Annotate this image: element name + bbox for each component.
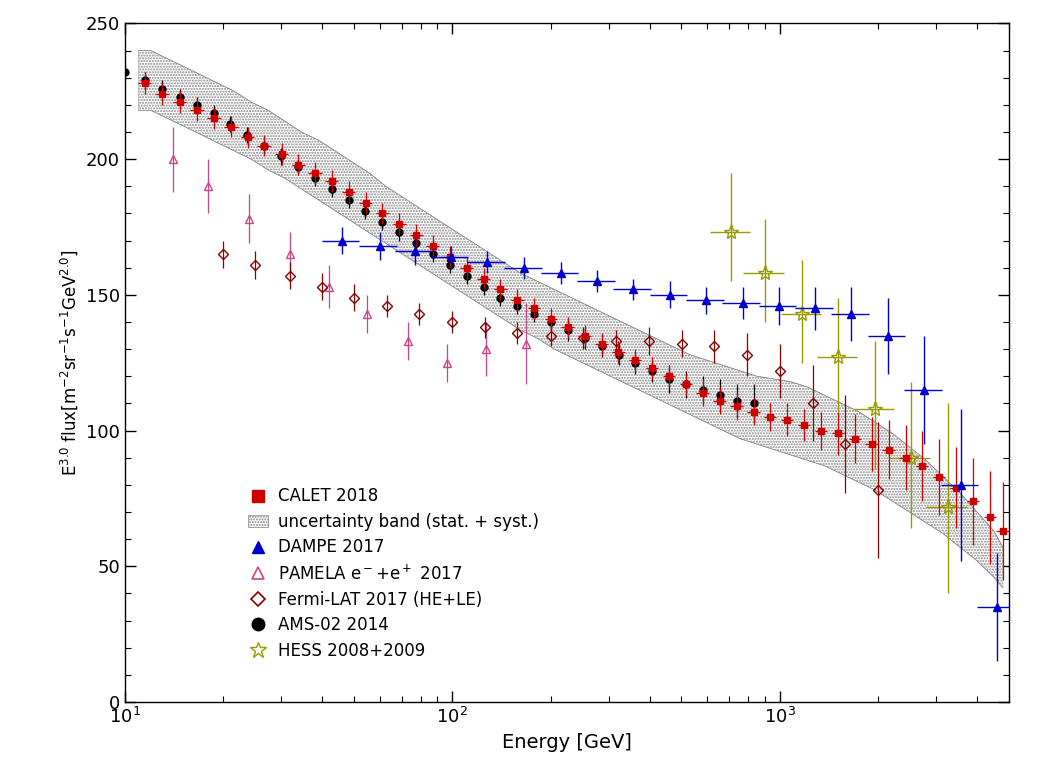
Y-axis label: E$^{3.0}$ flux[m$^{-2}$sr$^{-1}$s$^{-1}$GeV$^{2.0}$]: E$^{3.0}$ flux[m$^{-2}$sr$^{-1}$s$^{-1}$… bbox=[58, 250, 80, 476]
Legend: CALET 2018, uncertainty band (stat. + syst.), DAMPE 2017, PAMELA e$^-$+e$^+$ 201: CALET 2018, uncertainty band (stat. + sy… bbox=[249, 488, 539, 660]
X-axis label: Energy [GeV]: Energy [GeV] bbox=[502, 732, 631, 751]
